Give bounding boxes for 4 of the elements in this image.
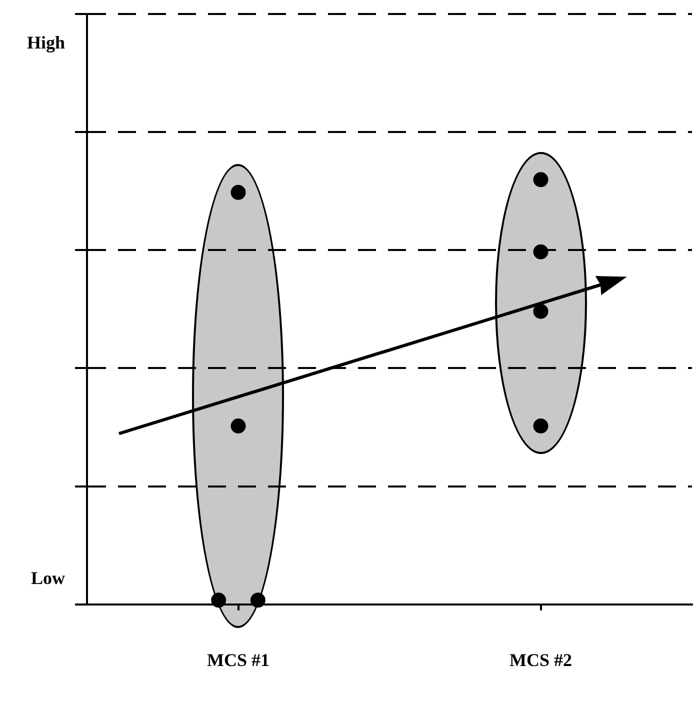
x-tick-label: MCS #2 <box>510 650 572 670</box>
text: Low <box>30 568 65 588</box>
text: High <box>26 32 65 53</box>
x-tick-label: MCS #1 <box>207 650 270 670</box>
